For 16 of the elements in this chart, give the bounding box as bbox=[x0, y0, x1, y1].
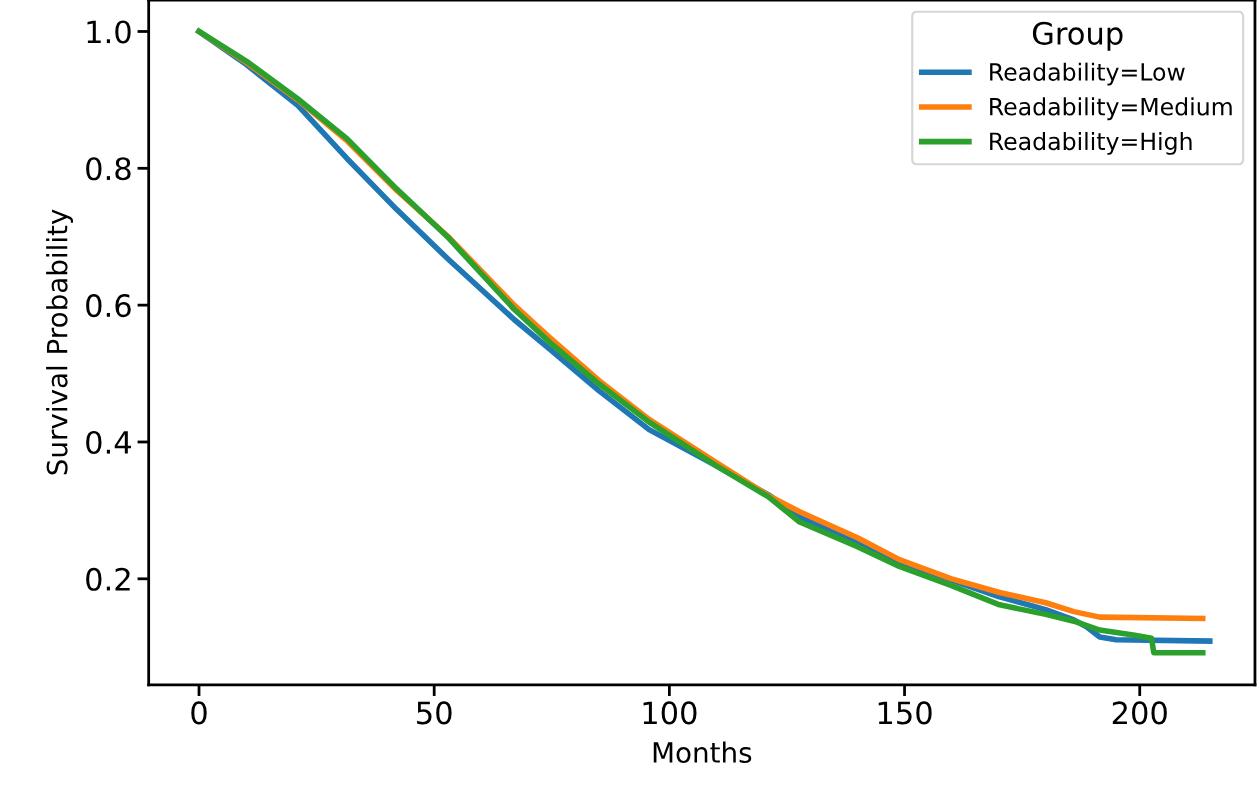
x-axis-title: Months bbox=[653, 741, 752, 764]
x-tick-label: 100 bbox=[643, 701, 697, 725]
x-tick-label: 50 bbox=[417, 701, 452, 725]
y-tick-label: 0.2 bbox=[86, 567, 130, 591]
legend-label: Readability=Medium bbox=[990, 97, 1232, 121]
y-tick-label: 0.4 bbox=[86, 430, 131, 455]
y-tick-label: 1.0 bbox=[87, 20, 131, 44]
y-tick-label: 0.6 bbox=[86, 294, 131, 318]
x-tick-label: 150 bbox=[878, 701, 932, 725]
legend-label: Readability=High bbox=[990, 131, 1192, 155]
y-axis-title: Survival Probability bbox=[46, 209, 73, 475]
legend-label: Readability=Low bbox=[990, 62, 1185, 86]
y-tick-label: 0.8 bbox=[86, 157, 131, 181]
x-tick-label: 200 bbox=[1112, 701, 1167, 725]
legend-title: Group bbox=[1032, 21, 1123, 51]
x-tick-label: 0 bbox=[191, 701, 207, 725]
